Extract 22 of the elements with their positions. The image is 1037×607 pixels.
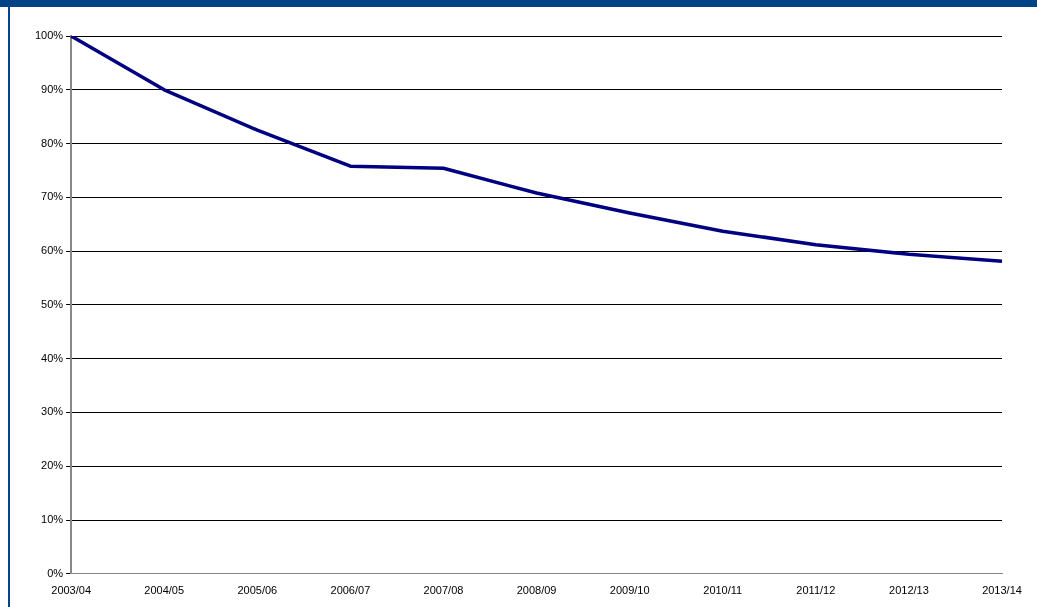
y-tick-label: 50% [41,297,64,310]
x-tick-label: 2009/10 [609,584,650,597]
x-tick-label: 2010/11 [703,584,743,597]
x-tick-label: 2013/14 [982,584,1022,597]
y-tick-label: 30% [41,405,64,418]
y-tick-label: 0% [47,566,64,579]
x-tick-label: 2012/13 [889,584,929,597]
x-tick-label: 2006/07 [330,584,371,597]
x-tick-label: 2005/06 [237,584,278,597]
y-tick-label: 70% [41,190,64,203]
x-tick-label: 2008/09 [516,584,557,597]
x-tick-label: 2004/05 [144,584,185,597]
x-tick-label: 2007/08 [423,584,464,597]
y-tick-label: 90% [41,82,64,95]
x-tick-label: 2003/04 [51,584,92,597]
y-tick-label: 100% [34,29,64,42]
y-tick-label: 60% [41,244,64,257]
y-tick-label: 80% [41,136,64,149]
y-tick-label: 40% [41,351,64,364]
y-tick-label: 20% [41,459,64,472]
y-tick-label: 10% [41,513,64,526]
x-tick-label: 2011/12 [796,584,836,597]
